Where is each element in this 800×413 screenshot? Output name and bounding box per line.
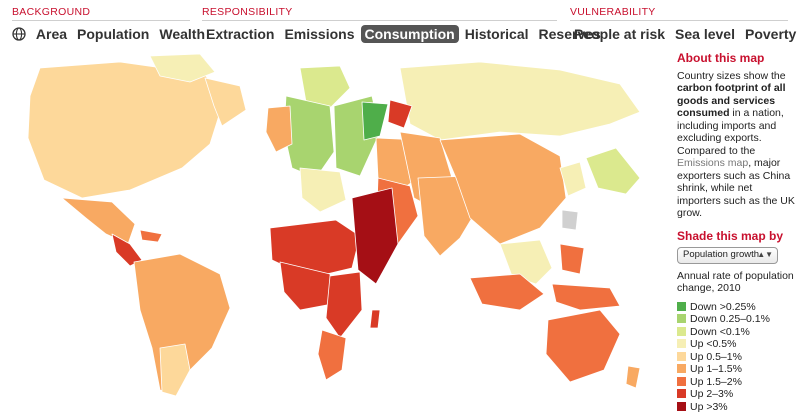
legend-swatch (677, 364, 686, 373)
region-central-africa[interactable] (326, 272, 362, 338)
tab-extraction[interactable]: Extraction (202, 25, 278, 43)
tab-emissions[interactable]: Emissions (280, 25, 358, 43)
legend-title: Annual rate of population change, 2010 (677, 270, 795, 295)
shade-select-value: Population growth (683, 249, 759, 260)
legend-item: Up 2–3% (677, 388, 795, 401)
legend: Down >0.25% Down 0.25–0.1% Down <0.1% Up… (677, 301, 795, 413)
cartogram-map[interactable] (0, 48, 665, 400)
legend-item: Up <0.5% (677, 338, 795, 351)
vulnerability-group-label: VULNERABILITY (570, 6, 788, 21)
region-australia[interactable] (546, 310, 620, 382)
region-taiwan[interactable] (562, 210, 578, 230)
legend-swatch (677, 302, 686, 311)
emissions-map-link[interactable]: Emissions map (677, 157, 748, 169)
region-uk[interactable] (266, 106, 292, 152)
region-japan[interactable] (586, 148, 640, 194)
legend-item: Up 1–1.5% (677, 363, 795, 376)
responsibility-group-label: RESPONSIBILITY (202, 6, 557, 21)
tab-people-at-risk[interactable]: People at risk (570, 25, 669, 43)
legend-swatch (677, 389, 686, 398)
region-new-zealand[interactable] (626, 366, 640, 388)
legend-swatch (677, 352, 686, 361)
legend-swatch (677, 402, 686, 411)
select-arrows-icon: ▲▼ (757, 249, 773, 262)
region-caribbean[interactable] (140, 230, 162, 242)
region-baltic[interactable] (362, 102, 388, 140)
background-group-label: BACKGROUND (12, 6, 190, 21)
tab-historical[interactable]: Historical (461, 25, 533, 43)
region-south-cone[interactable] (160, 344, 190, 396)
region-mexico[interactable] (62, 198, 135, 244)
region-southern-europe[interactable] (300, 168, 346, 212)
legend-swatch (677, 327, 686, 336)
info-sidebar: About this map Country sizes show the ca… (677, 52, 795, 413)
tab-poverty[interactable]: Poverty (741, 25, 800, 43)
legend-item: Up >3% (677, 401, 795, 413)
region-russia[interactable] (400, 62, 640, 140)
tab-population[interactable]: Population (73, 25, 153, 43)
tab-consumption[interactable]: Consumption (361, 25, 459, 43)
tab-area[interactable]: Area (32, 25, 71, 43)
about-title: About this map (677, 52, 795, 65)
legend-swatch (677, 339, 686, 348)
about-text: Country sizes show the carbon footprint … (677, 70, 795, 220)
legend-item: Down <0.1% (677, 326, 795, 339)
region-madagascar[interactable] (370, 310, 380, 328)
region-malaysia[interactable] (552, 284, 620, 310)
shade-select[interactable]: Population growth ▲▼ (677, 247, 778, 264)
region-southern-africa[interactable] (318, 330, 346, 380)
legend-swatch (677, 377, 686, 386)
legend-item: Down 0.25–0.1% (677, 313, 795, 326)
region-east-africa[interactable] (352, 188, 398, 284)
legend-item: Up 0.5–1% (677, 351, 795, 364)
tab-sea-level[interactable]: Sea level (671, 25, 739, 43)
legend-swatch (677, 314, 686, 323)
region-north-america-north[interactable] (28, 62, 222, 198)
globe-icon[interactable] (12, 27, 26, 41)
legend-item: Up 1.5–2% (677, 376, 795, 389)
region-philippines[interactable] (560, 244, 584, 274)
shade-title: Shade this map by (677, 230, 795, 243)
legend-item: Down >0.25% (677, 301, 795, 314)
tab-wealth[interactable]: Wealth (155, 25, 209, 43)
